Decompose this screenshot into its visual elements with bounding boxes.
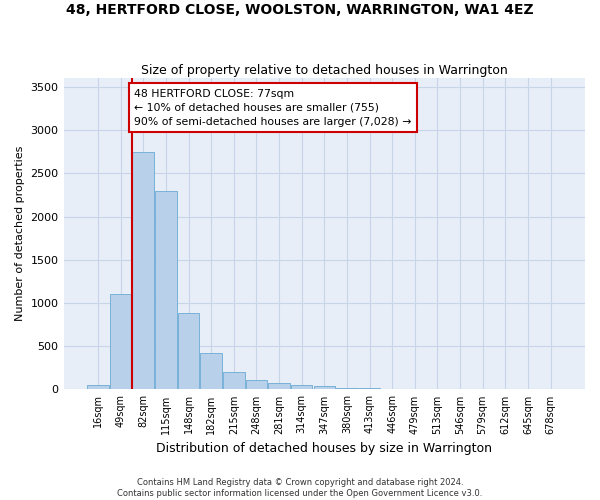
Bar <box>314 386 335 390</box>
Bar <box>291 384 313 390</box>
Bar <box>382 388 403 390</box>
Y-axis label: Number of detached properties: Number of detached properties <box>15 146 25 322</box>
Bar <box>110 294 131 390</box>
Text: 48, HERTFORD CLOSE, WOOLSTON, WARRINGTON, WA1 4EZ: 48, HERTFORD CLOSE, WOOLSTON, WARRINGTON… <box>66 2 534 16</box>
X-axis label: Distribution of detached houses by size in Warrington: Distribution of detached houses by size … <box>156 442 492 455</box>
Bar <box>268 382 290 390</box>
Bar <box>404 388 425 390</box>
Text: Contains HM Land Registry data © Crown copyright and database right 2024.
Contai: Contains HM Land Registry data © Crown c… <box>118 478 482 498</box>
Bar <box>133 152 154 390</box>
Bar <box>223 372 245 390</box>
Bar <box>178 314 199 390</box>
Text: 48 HERTFORD CLOSE: 77sqm
← 10% of detached houses are smaller (755)
90% of semi-: 48 HERTFORD CLOSE: 77sqm ← 10% of detach… <box>134 88 412 126</box>
Bar <box>336 388 358 390</box>
Bar <box>359 388 380 390</box>
Title: Size of property relative to detached houses in Warrington: Size of property relative to detached ho… <box>141 64 508 77</box>
Bar <box>155 190 176 390</box>
Bar <box>200 353 222 390</box>
Bar <box>87 385 109 390</box>
Bar <box>245 380 267 390</box>
